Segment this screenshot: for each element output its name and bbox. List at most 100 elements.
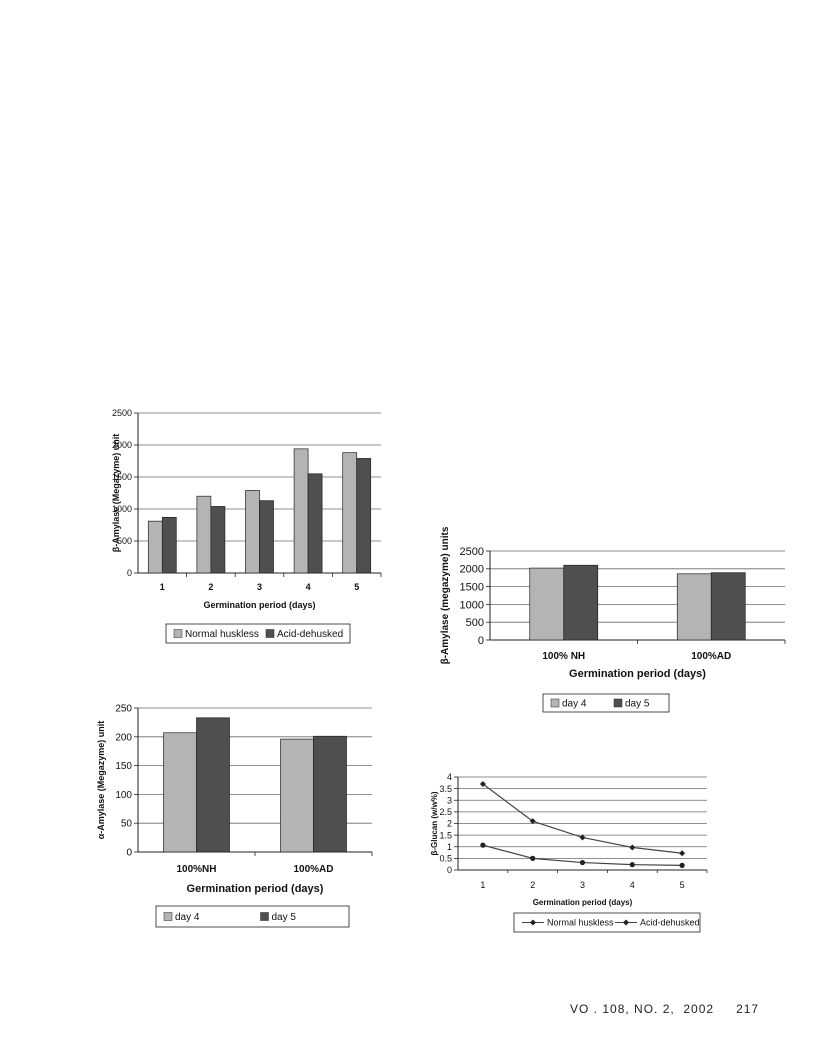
bar	[259, 500, 274, 574]
x-tick-label: 5	[354, 582, 359, 592]
legend-marker	[530, 919, 536, 926]
data-point	[530, 855, 536, 861]
data-point	[679, 850, 686, 857]
x-tick-label: 3	[580, 880, 585, 890]
beta-amylase-nh-ad-group: 0 500 1000 1500 2000 2500 β-Amylase (megazyme)…	[440, 526, 786, 713]
legend-label: day 4	[175, 912, 200, 923]
bar	[293, 448, 309, 574]
y-tick-label: 1500	[112, 472, 132, 482]
bar	[313, 735, 347, 853]
data-point	[579, 859, 586, 866]
bar	[342, 452, 358, 574]
bar	[676, 573, 712, 641]
series-line	[482, 783, 683, 854]
x-tick-label: 4	[630, 880, 635, 890]
data-point	[629, 844, 636, 851]
y-tick-label: 0	[126, 848, 132, 859]
y-tick-label: 2.5	[439, 807, 452, 817]
legend-swatch	[163, 912, 173, 921]
y-tick-label: 1000	[460, 599, 484, 611]
y-tick-label: 2000	[460, 564, 484, 576]
x-tick-label: 100% NH	[542, 651, 585, 662]
alpha-amylase-nh-ad-group: 0 50 100 150 200 250 α-Amylase (Megazyme) unit…	[96, 704, 373, 928]
y-axis-label: β-Amylase (megazyme) units	[440, 526, 451, 664]
legend-box	[513, 912, 701, 933]
y-axis-label: α-Amylase (Megazyme) unit	[96, 721, 106, 840]
bar	[210, 506, 226, 574]
bar	[196, 717, 230, 853]
y-tick-label: 200	[115, 732, 132, 743]
y-tick-label: 2500	[460, 546, 484, 558]
y-tick-label: 100	[115, 790, 132, 801]
legend-box	[542, 693, 670, 713]
legend-box	[155, 905, 350, 928]
y-axis-label: β-Amylase (Megazyme) unit	[111, 434, 121, 553]
bar	[563, 564, 599, 641]
bar	[163, 732, 197, 853]
y-tick-label: 3.5	[439, 784, 452, 794]
y-axis-label: β-Glucan (w/w%)	[430, 791, 439, 855]
legend-swatch	[613, 698, 623, 708]
page-number: 217	[736, 1002, 760, 1016]
legend-label: day 4	[562, 699, 587, 710]
y-tick-label: 500	[117, 536, 132, 546]
y-tick-label: 2500	[112, 408, 132, 418]
x-tick-label: 4	[306, 582, 311, 592]
x-tick-label: 100%AD	[691, 651, 731, 662]
data-point	[679, 862, 685, 868]
y-tick-label: 0	[447, 865, 452, 875]
legend-label: Normal huskless	[547, 918, 614, 928]
x-tick-label: 100%AD	[293, 864, 333, 875]
y-tick-label: 0.5	[439, 854, 452, 864]
y-tick-label: 4	[447, 772, 452, 782]
bar	[196, 495, 212, 574]
y-tick-label: 1000	[112, 504, 132, 514]
bar	[161, 516, 177, 574]
legend-label: Acid-dehusked	[277, 629, 343, 640]
bar	[710, 572, 746, 641]
y-tick-label: 3	[447, 795, 452, 805]
bar	[529, 567, 565, 641]
x-tick-label: 3	[257, 582, 262, 592]
bar	[307, 473, 323, 574]
bar	[280, 738, 314, 853]
x-tick-label: 100%NH	[176, 864, 216, 875]
beta-glucan-by-day-group: 00.511.522.533.54β-Glucan (w/w%)Germinat…	[430, 772, 708, 933]
bar	[147, 520, 163, 574]
legend-swatch	[265, 629, 275, 638]
data-point	[529, 818, 536, 825]
y-tick-label: 1.5	[439, 830, 452, 840]
x-axis-label: Germination period (days)	[569, 668, 706, 680]
legend-swatch	[260, 912, 269, 921]
x-axis-label: Germination period (days)	[203, 600, 315, 610]
legend-label: Normal huskless	[185, 629, 259, 640]
data-point	[629, 862, 635, 868]
y-tick-label: 50	[121, 819, 133, 830]
x-tick-label: 2	[530, 880, 535, 890]
y-tick-label: 1500	[460, 581, 484, 593]
legend-marker	[623, 919, 629, 926]
legend-label: day 5	[272, 912, 297, 923]
y-tick-label: 150	[115, 761, 132, 772]
legend-label: Acid-dehusked	[640, 918, 700, 928]
bar	[356, 458, 372, 574]
page-footer: VO . 108, NO. 2, 2002 217	[570, 1002, 759, 1016]
beta-amylase-by-day-group: 0 500 1000 1500 2000 2500 β-Amylase (Megazyme)…	[111, 408, 382, 644]
y-tick-label: 250	[115, 704, 132, 715]
x-tick-label: 1	[160, 582, 165, 592]
y-tick-label: 0	[478, 635, 484, 647]
x-axis-label: Germination period (days)	[533, 898, 633, 907]
bar	[245, 490, 260, 574]
y-tick-label: 0	[127, 568, 132, 578]
data-point	[480, 842, 486, 848]
data-point	[579, 834, 586, 841]
journal-volume: VO . 108, NO. 2, 2002	[570, 1002, 715, 1016]
y-tick-label: 2000	[112, 440, 132, 450]
x-tick-label: 5	[680, 880, 685, 890]
legend-label: day 5	[625, 699, 650, 710]
y-tick-label: 1	[447, 842, 452, 852]
legend-swatch	[173, 629, 183, 638]
legend-swatch	[550, 698, 560, 708]
legend-box	[165, 623, 351, 644]
